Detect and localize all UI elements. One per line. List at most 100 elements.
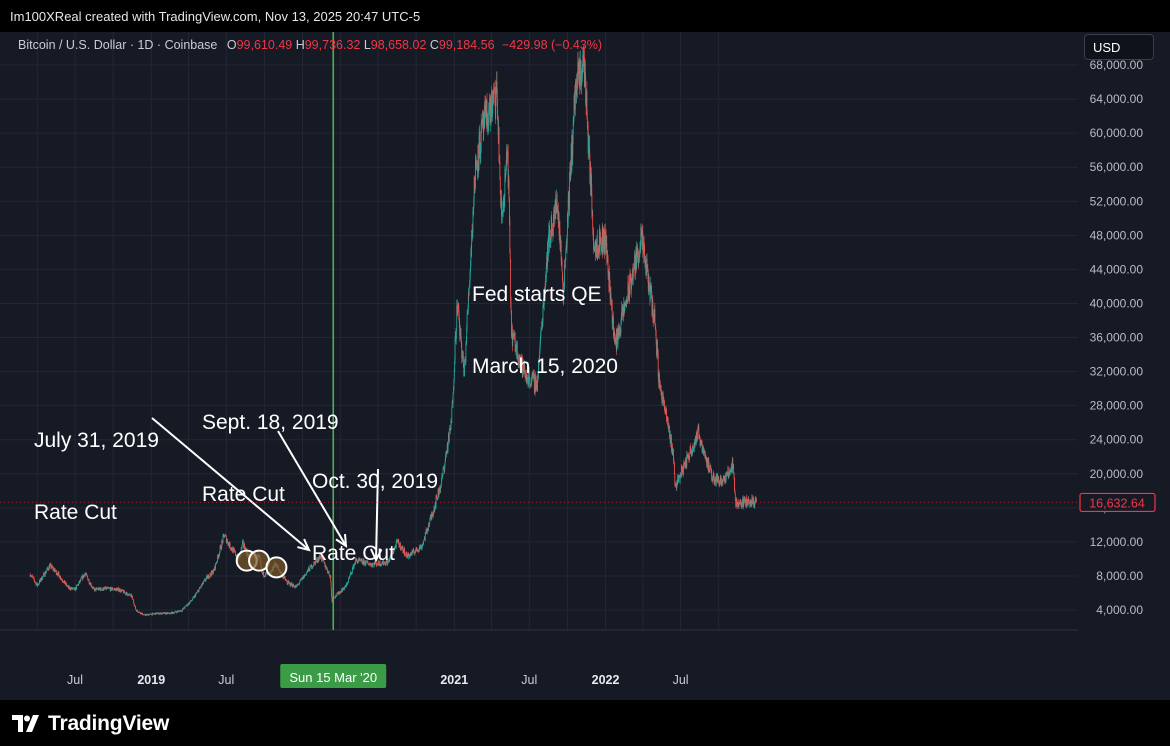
candle-body <box>356 559 358 562</box>
candle-body <box>329 575 331 578</box>
candle-body <box>382 562 383 564</box>
candle-body <box>56 574 58 575</box>
candle-body <box>331 596 333 603</box>
candle-body <box>579 60 580 86</box>
candle-body <box>394 545 396 548</box>
candle-body <box>323 561 325 564</box>
candle-body <box>732 459 734 469</box>
candle-body <box>339 591 341 593</box>
candle-body <box>566 234 568 249</box>
candle-body <box>607 257 609 274</box>
candle-body <box>579 64 581 85</box>
candle-body <box>98 588 100 591</box>
candle-body <box>232 547 233 552</box>
candle-body <box>528 376 529 386</box>
candle-body <box>650 283 652 286</box>
candle-body <box>688 457 690 460</box>
candle-body <box>694 441 696 447</box>
price-chart[interactable]: 4,000.008,000.0012,000.0016,000.0020,000… <box>0 32 1170 700</box>
currency-button[interactable]: USD <box>1084 34 1154 60</box>
candle-body <box>713 476 715 483</box>
candle-body <box>573 118 575 120</box>
candle-body <box>508 197 510 220</box>
candle-body <box>575 84 577 96</box>
candle-body <box>168 612 170 614</box>
candle-body <box>385 560 387 563</box>
open-label: O <box>226 38 237 52</box>
candle-body <box>532 373 534 375</box>
candle-body <box>328 570 330 575</box>
candle-body <box>568 193 570 210</box>
candle-body <box>419 548 421 550</box>
candle-body <box>53 568 55 572</box>
candle-body <box>185 605 187 607</box>
watermark-bar: Im100XReal created with TradingView.com,… <box>0 0 1170 32</box>
candle-body <box>421 545 422 550</box>
candle-body <box>495 90 497 94</box>
candle-body <box>667 417 669 429</box>
chart-area[interactable]: 4,000.008,000.0012,000.0016,000.0020,000… <box>0 32 1170 700</box>
candle-body <box>123 590 125 593</box>
change-value: −429.98 (−0.43%) <box>502 38 603 52</box>
candle-body <box>426 529 428 533</box>
candle-body <box>169 612 171 615</box>
candle-body <box>397 539 399 542</box>
candle-body <box>188 603 189 605</box>
candle-body <box>489 105 491 123</box>
candle-body <box>122 589 124 591</box>
candle-body <box>464 359 466 360</box>
candle-body <box>504 197 505 208</box>
candle-body <box>334 597 336 598</box>
candle-body <box>173 612 175 614</box>
candle-body <box>367 562 369 563</box>
candle-body <box>184 606 186 609</box>
candle-body <box>635 252 637 266</box>
candle-body <box>42 576 44 580</box>
candle-body <box>637 251 639 264</box>
candle-body <box>57 574 58 576</box>
candle-body <box>724 475 726 482</box>
candle-body <box>462 350 464 357</box>
candle-body <box>693 449 695 451</box>
candle-body <box>164 612 166 614</box>
candle-body <box>714 478 716 485</box>
candle-body <box>664 408 666 411</box>
candle-body <box>378 563 380 565</box>
candle-body <box>594 243 596 244</box>
candle-body <box>104 588 106 589</box>
candle-body <box>406 556 408 558</box>
candle-body <box>295 585 297 588</box>
candle-body <box>261 572 263 574</box>
candle-body <box>89 583 90 584</box>
candle-body <box>727 472 728 476</box>
candle-body <box>712 473 714 478</box>
candle-body <box>623 303 625 317</box>
candle-body <box>671 444 673 453</box>
candle-body <box>174 611 176 612</box>
candle-body <box>518 361 519 363</box>
candle-body <box>344 587 345 589</box>
candle-body <box>151 613 153 616</box>
candle-body <box>533 374 535 390</box>
candle-body <box>154 613 156 615</box>
candle-body <box>336 595 337 597</box>
candle-body <box>49 564 51 569</box>
candle-body <box>435 495 437 507</box>
candle-body <box>327 572 329 573</box>
candle-body <box>415 546 417 550</box>
candle-body <box>367 562 369 565</box>
candle-body <box>67 585 69 587</box>
candle-body <box>661 392 663 404</box>
candle-body <box>423 540 424 544</box>
candle-body <box>80 578 82 581</box>
candle-body <box>456 305 458 331</box>
candle-body <box>54 568 56 572</box>
candle-body <box>227 543 229 545</box>
candle-body <box>451 408 453 423</box>
candle-body <box>753 503 755 507</box>
candle-body <box>700 441 702 444</box>
candle-body <box>567 198 569 220</box>
candle-body <box>30 576 32 577</box>
candle-body <box>179 610 180 612</box>
candle-body <box>613 317 614 337</box>
